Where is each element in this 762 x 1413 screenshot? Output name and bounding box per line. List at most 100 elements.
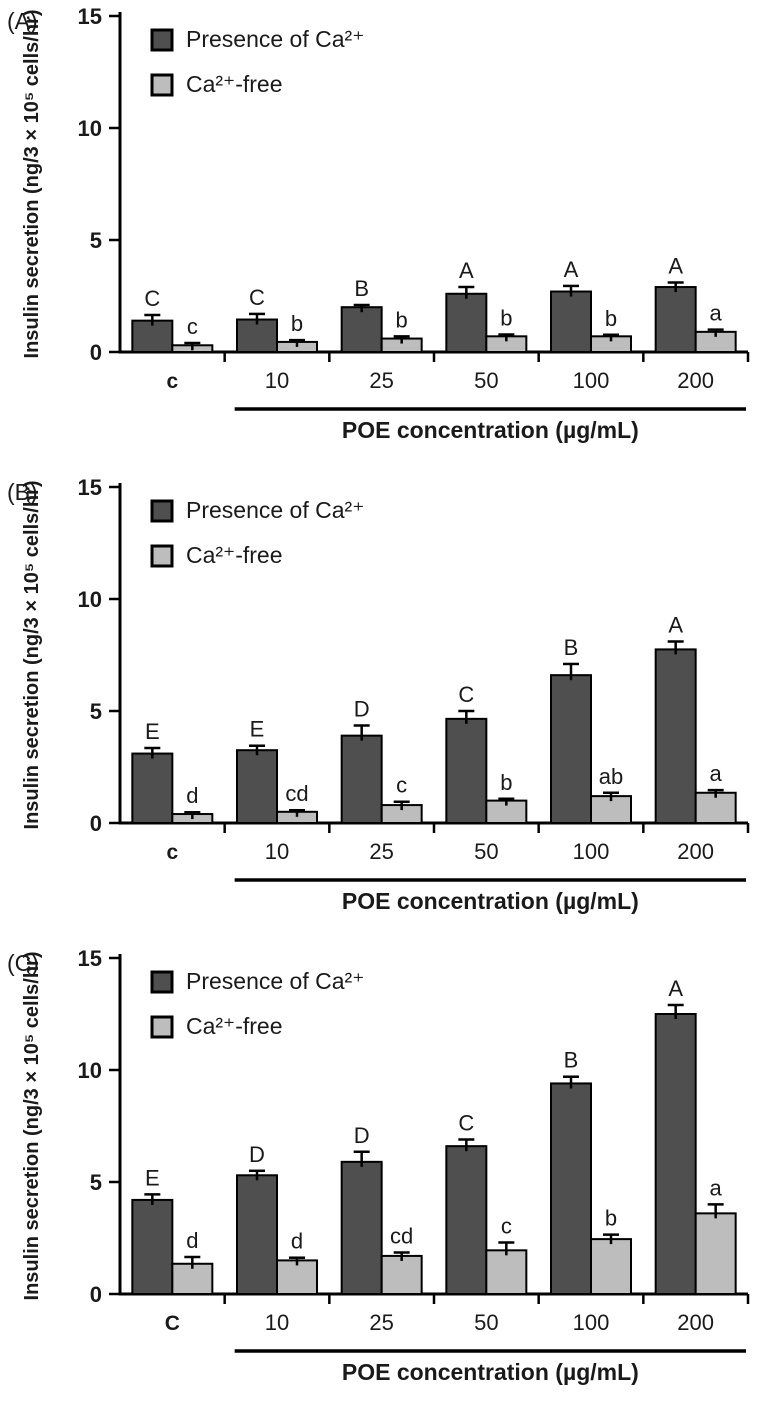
sig-letter: A xyxy=(668,976,683,1001)
category-label: 100 xyxy=(573,1310,610,1335)
sig-letter: b xyxy=(500,770,512,795)
legend-label: Presence of Ca²⁺ xyxy=(186,497,364,523)
sig-letter: d xyxy=(186,783,198,808)
bar xyxy=(131,319,174,354)
category-label: 50 xyxy=(474,368,498,393)
bar xyxy=(654,1013,697,1295)
sig-letter: E xyxy=(145,1165,160,1190)
legend-swatch xyxy=(150,73,174,97)
legend-label: Presence of Ca²⁺ xyxy=(186,968,364,994)
y-axis-title: Insulin secretion (ng/3 × 10⁵ cells/hr) xyxy=(21,481,43,830)
category-label: 200 xyxy=(677,1310,714,1335)
legend-label: Presence of Ca²⁺ xyxy=(186,26,364,52)
bar xyxy=(340,734,383,825)
bar xyxy=(236,1174,278,1295)
category-label: c xyxy=(166,841,178,864)
bar xyxy=(131,752,174,824)
y-tick-label: 10 xyxy=(78,116,102,141)
y-tick-label: 0 xyxy=(90,340,102,365)
y-tick-label: 15 xyxy=(78,946,102,971)
bar-chart: 0 5 10 15 C C B A A Ac b b b b a c 10 25 50 100 200 POE conce… xyxy=(21,4,750,443)
category-label: 25 xyxy=(369,368,393,393)
sig-letter: a xyxy=(710,301,723,326)
category-label: 10 xyxy=(265,368,289,393)
bar xyxy=(131,1198,174,1296)
y-tick-label: 10 xyxy=(78,1058,102,1083)
legend-swatch xyxy=(150,499,174,523)
y-axis-title: Insulin secretion (ng/3 × 10⁵ cells/hr) xyxy=(21,10,43,359)
legend-label: Ca²⁺-free xyxy=(186,542,283,568)
sig-letter: b xyxy=(396,307,408,332)
bar xyxy=(654,286,697,354)
sig-letter: D xyxy=(249,1142,265,1167)
legend-swatch xyxy=(150,970,174,994)
panel-label: (C) xyxy=(7,950,39,976)
sig-letter: b xyxy=(291,311,303,336)
bar xyxy=(590,1238,632,1295)
bar xyxy=(445,1145,488,1295)
legend-swatch xyxy=(150,544,174,568)
sig-letter: c xyxy=(187,314,198,339)
y-tick-label: 15 xyxy=(78,4,102,29)
panel-label: (A) xyxy=(7,8,38,34)
bar xyxy=(485,1249,528,1296)
legend-swatch xyxy=(150,1015,174,1039)
legend-label: Ca²⁺-free xyxy=(186,71,283,97)
y-axis-title: Insulin secretion (ng/3 × 10⁵ cells/hr) xyxy=(21,952,43,1301)
sig-letter: c xyxy=(501,1213,512,1238)
bar-chart: 0 5 10 15 E D D C B Ad d cd c b a C 10 25 50 100 200 POE conc… xyxy=(21,946,750,1385)
y-tick-label: 0 xyxy=(90,1282,102,1307)
bar xyxy=(694,1212,737,1295)
sig-letter: A xyxy=(668,254,683,279)
bar xyxy=(445,717,488,824)
sig-letter: B xyxy=(354,276,369,301)
sig-letter: C xyxy=(144,286,160,311)
bar xyxy=(445,292,488,354)
y-tick-label: 5 xyxy=(90,699,102,724)
sig-letter: b xyxy=(605,306,617,331)
y-tick-label: 10 xyxy=(78,587,102,612)
category-label: 50 xyxy=(474,1310,498,1335)
sig-letter: D xyxy=(354,697,370,722)
bar xyxy=(340,306,383,354)
sig-letter: C xyxy=(458,1110,474,1135)
sig-letter: ab xyxy=(599,764,623,789)
sig-letter: C xyxy=(249,285,265,310)
sig-letter: E xyxy=(145,719,160,744)
legend-swatch xyxy=(150,28,174,52)
category-label: 25 xyxy=(369,839,393,864)
bar xyxy=(380,1254,423,1296)
bar xyxy=(236,318,278,353)
sig-letter: a xyxy=(710,761,723,786)
sig-letter: A xyxy=(459,258,474,283)
bar xyxy=(236,749,278,825)
bar xyxy=(550,674,592,824)
sig-letter: D xyxy=(354,1123,370,1148)
category-label: 25 xyxy=(369,1310,393,1335)
bar xyxy=(550,1082,592,1295)
sig-letter: c xyxy=(396,773,407,798)
sig-letter: cd xyxy=(285,781,308,806)
bar-chart: 0 5 10 15 E E D C B Ad cd c b ab a c 10 25 50 100 200 POE con… xyxy=(21,475,750,914)
category-label: 10 xyxy=(265,1310,289,1335)
bar xyxy=(276,1259,318,1295)
sig-letter: A xyxy=(668,613,683,638)
category-label: 200 xyxy=(677,839,714,864)
sig-letter: C xyxy=(458,682,474,707)
category-label: 100 xyxy=(573,839,610,864)
sig-letter: b xyxy=(500,306,512,331)
sig-letter: a xyxy=(710,1175,723,1200)
sig-letter: E xyxy=(250,717,265,742)
category-label: 200 xyxy=(677,368,714,393)
category-label: 50 xyxy=(474,839,498,864)
category-label: 100 xyxy=(573,368,610,393)
legend-label: Ca²⁺-free xyxy=(186,1013,283,1039)
x-axis-title: POE concentration (µg/mL) xyxy=(342,888,639,914)
sig-letter: d xyxy=(186,1228,198,1253)
category-label: c xyxy=(166,370,178,393)
panel-label: (B) xyxy=(7,479,38,505)
sig-letter: A xyxy=(564,257,579,282)
